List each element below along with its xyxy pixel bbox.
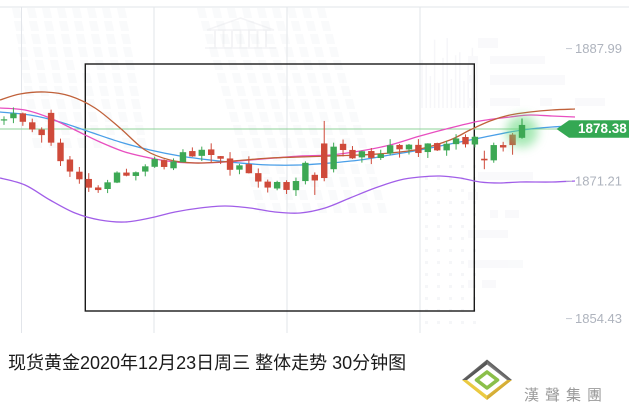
svg-text:1887.99: 1887.99 (575, 41, 622, 56)
svg-text:1854.43: 1854.43 (575, 311, 622, 326)
svg-text:1878.38: 1878.38 (578, 121, 627, 136)
svg-text:1871.21: 1871.21 (575, 174, 622, 189)
